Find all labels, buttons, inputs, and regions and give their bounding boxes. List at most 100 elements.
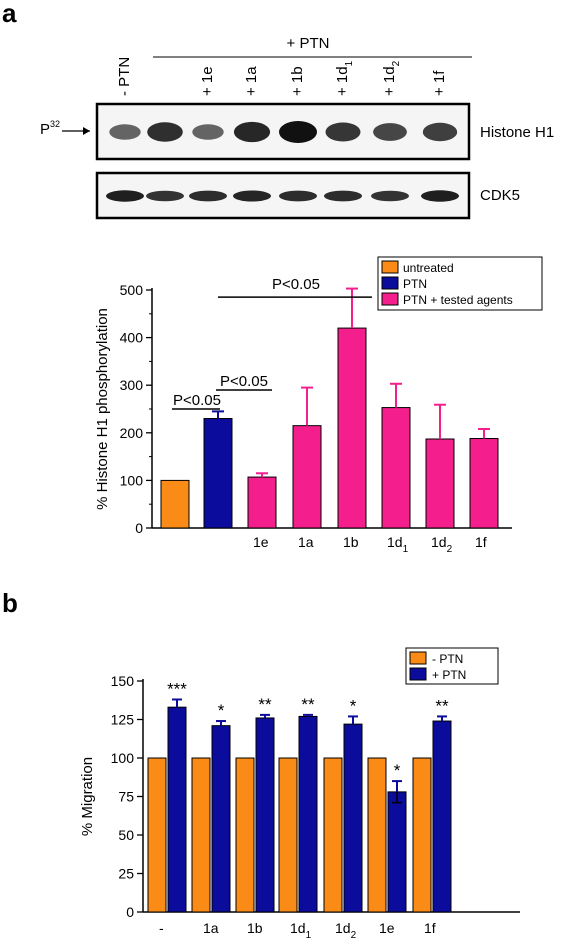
bar xyxy=(160,479,190,529)
y-axis-label: % Migration xyxy=(79,757,96,836)
bar xyxy=(167,706,187,913)
y-tick-label: 50 xyxy=(118,827,134,843)
significance-stars: *** xyxy=(167,679,187,698)
y-tick-label: 25 xyxy=(118,866,134,882)
histone-chart: 0 100 200 300 400 500 % Histone H1 phosphoryla… xyxy=(94,256,543,555)
lane-label: + 1f xyxy=(431,70,448,96)
cdk5-band xyxy=(146,190,184,202)
x-tick-label: 1a xyxy=(298,534,314,550)
legend-swatch xyxy=(409,667,427,681)
y-tick-label: 100 xyxy=(120,472,144,488)
significance-label: P<0.05 xyxy=(272,276,320,293)
y-tick-label: 400 xyxy=(120,330,144,346)
lane-label: + 1a xyxy=(243,66,260,96)
y-tick-label: 0 xyxy=(135,520,143,536)
cdk5-band xyxy=(233,190,271,202)
cdk5-band xyxy=(106,190,144,202)
bar xyxy=(412,757,432,913)
y-tick-label: 200 xyxy=(120,425,144,441)
lane-label: + 1d1 xyxy=(334,60,355,96)
bar xyxy=(235,757,255,913)
bar xyxy=(323,757,343,913)
bar xyxy=(211,725,231,913)
x-tick-label: 1e xyxy=(253,534,269,550)
cdk5-band xyxy=(279,190,317,202)
legend-swatch xyxy=(409,651,427,665)
bar xyxy=(247,476,277,529)
lane-label: - PTN xyxy=(116,57,133,96)
cdk5-band xyxy=(189,190,227,202)
histone-band xyxy=(147,122,183,142)
lane-label: + 1d2 xyxy=(381,60,402,96)
significance-stars: ** xyxy=(301,695,315,714)
bar xyxy=(203,418,233,529)
bar xyxy=(425,438,455,529)
p32-arrow-icon xyxy=(83,127,90,135)
significance-stars: * xyxy=(218,701,225,720)
bar xyxy=(387,791,407,913)
x-tick-label: 1e xyxy=(379,920,395,936)
cdk5-label: CDK5 xyxy=(480,187,520,204)
panel-letter-a: a xyxy=(2,0,17,28)
y-tick-label: 100 xyxy=(111,750,135,766)
legend-swatch xyxy=(381,292,399,306)
legend-label: PTN + tested agents xyxy=(403,293,513,307)
bar xyxy=(337,327,367,529)
histone-band xyxy=(192,124,224,140)
legend-label: - PTN xyxy=(432,652,463,666)
x-tick-label: 1d1 xyxy=(290,920,312,938)
panel-letter-b: b xyxy=(2,588,18,618)
legend-label: + PTN xyxy=(432,668,466,682)
histone-band xyxy=(279,121,317,143)
y-tick-label: 300 xyxy=(120,377,144,393)
x-tick-label: 1d2 xyxy=(335,920,357,938)
lane-label: + 1e xyxy=(199,66,216,96)
histone-band xyxy=(233,121,271,143)
bar xyxy=(278,757,298,913)
x-tick-label: 1b xyxy=(343,534,359,550)
lane-label: + 1b xyxy=(289,66,306,96)
x-tick-label: 1d1 xyxy=(387,534,409,555)
bar xyxy=(147,757,167,913)
histone-band xyxy=(109,124,141,140)
y-tick-label: 75 xyxy=(118,789,134,805)
bar xyxy=(432,720,452,913)
significance-label: P<0.05 xyxy=(173,392,221,409)
bar xyxy=(367,757,387,913)
x-tick-label: - xyxy=(159,920,164,936)
legend-swatch xyxy=(381,276,399,290)
legend-label: untreated xyxy=(403,261,454,275)
significance-stars: * xyxy=(394,761,401,780)
bar xyxy=(191,757,211,913)
ptn-header: + PTN xyxy=(287,35,330,52)
bar xyxy=(298,715,318,913)
y-tick-label: 500 xyxy=(120,282,144,298)
x-tick-label: 1f xyxy=(424,920,436,936)
x-tick-label: 1b xyxy=(247,920,263,936)
significance-stars: * xyxy=(350,696,357,715)
y-tick-label: 0 xyxy=(126,904,134,920)
significance-label: P<0.05 xyxy=(220,373,268,390)
legend-box xyxy=(377,256,543,311)
bar xyxy=(469,438,499,529)
x-tick-label: 1d2 xyxy=(431,534,453,555)
bar xyxy=(292,425,322,529)
x-tick-label: 1f xyxy=(475,534,487,550)
cdk5-band xyxy=(371,190,409,202)
histone-label: Histone H1 xyxy=(480,124,554,141)
cdk5-band xyxy=(421,190,459,202)
cdk5-band xyxy=(324,190,362,202)
bar xyxy=(343,723,363,913)
y-axis-label: % Histone H1 phosphorylation xyxy=(94,308,111,510)
y-tick-label: 150 xyxy=(111,673,135,689)
legend-swatch xyxy=(381,260,399,274)
histone-band xyxy=(325,122,361,142)
cdk5-bands xyxy=(106,190,459,202)
histone-band xyxy=(373,123,407,141)
histone-bands xyxy=(109,121,458,143)
significance-stars: ** xyxy=(258,695,272,714)
p32-marker: P32 xyxy=(40,119,60,138)
lane-labels: - PTN + 1e + 1a + 1b + 1d1 + 1d2 + 1f xyxy=(116,57,448,96)
